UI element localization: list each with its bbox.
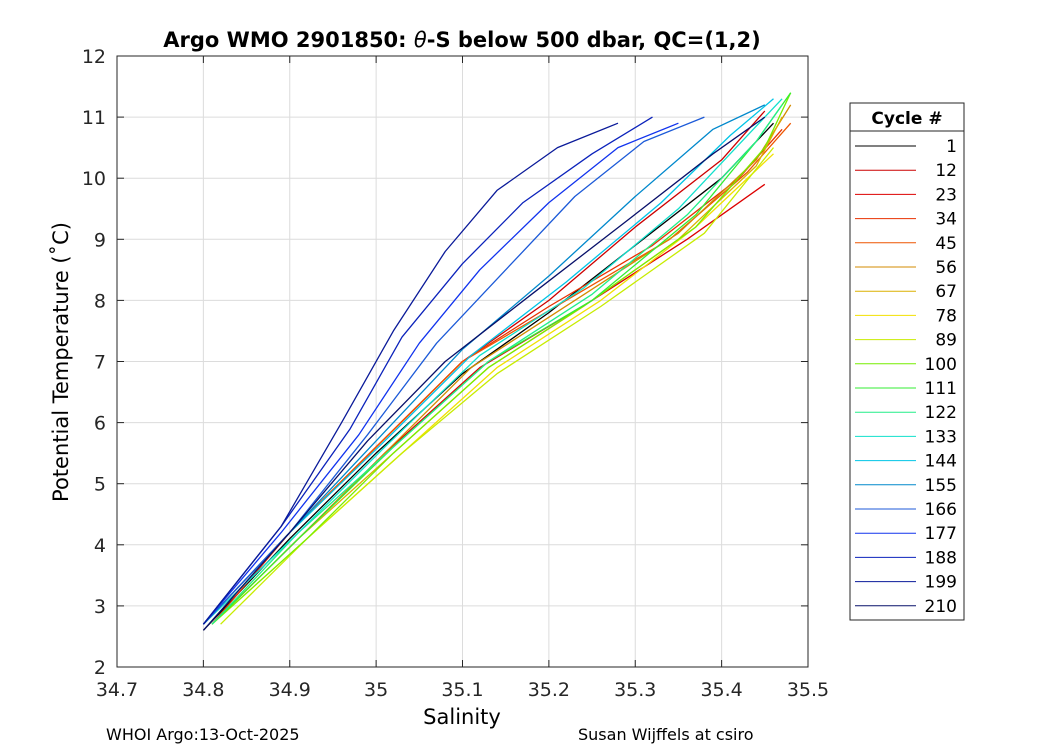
series-line-cycle-100 [211,92,792,625]
series-line-cycle-177 [202,122,679,625]
y-tick-label: 6 [94,413,106,435]
x-tick-label: 34.7 [96,679,138,701]
legend-box [849,102,965,621]
grid [116,55,809,668]
series-line-cycle-122 [211,104,783,625]
legend-label-cycle-12: 12 [935,161,957,181]
legend-label-cycle-144: 144 [925,452,957,472]
legend-label-cycle-67: 67 [935,282,957,302]
y-tick-label: 2 [94,657,106,679]
legend-label-cycle-111: 111 [925,379,957,399]
legend-label-cycle-166: 166 [925,500,957,520]
legend-label-cycle-45: 45 [935,234,957,254]
legend-label-cycle-155: 155 [925,476,957,496]
series-line-cycle-166 [202,116,705,625]
y-tick-labels: 2 3 4 5 6 7 8 9 10 11 12 [82,46,106,679]
chart-title: Argo WMO 2901850: θ-S below 500 dbar, QC… [163,28,760,52]
x-tick-label: 35.1 [441,679,483,701]
y-tick-label: 7 [94,352,106,374]
legend-label-cycle-177: 177 [925,524,957,544]
y-tick-label: 11 [82,107,106,129]
axis-ticks [116,55,809,668]
y-tick-label: 9 [94,229,106,251]
series-line-cycle-210 [202,116,766,631]
series-line-cycle-133 [202,98,783,625]
y-tick-label: 3 [94,596,106,618]
legend-label-cycle-23: 23 [935,185,957,205]
legend-label-cycle-100: 100 [925,355,957,375]
chart-title-theta-symbol: θ [414,28,427,52]
legend-label-cycle-78: 78 [935,306,957,326]
legend-label-cycle-1: 1 [946,137,957,157]
legend-title: Cycle # [871,109,942,129]
y-tick-label: 4 [94,535,106,557]
legend-entries: 1 12 23 34 45 56 67 78 89 100 111 122 133 144 155 166 17… [855,137,957,617]
chart-title-prefix: Argo WMO 2901850: [163,28,414,52]
series-line-cycle-188 [202,116,653,625]
series-line-cycle-144 [202,98,774,625]
y-tick-label: 10 [82,168,106,190]
x-tick-labels: 34.7 34.8 34.9 35 35.1 35.2 35.3 35.4 35.5 [96,679,829,701]
x-tick-label: 35.3 [614,679,656,701]
x-tick-label: 34.9 [269,679,311,701]
chart-title-suffix: -S below 500 dbar, QC=(1,2) [427,28,761,52]
footer-left-note: WHOI Argo:13-Oct-2025 [106,725,300,744]
x-tick-label: 35.4 [700,679,742,701]
x-tick-label: 35 [364,679,388,701]
legend-label-cycle-34: 34 [935,210,957,230]
legend-label-cycle-56: 56 [935,258,957,278]
series-line-cycle-111 [211,92,792,625]
y-tick-label: 8 [94,290,106,312]
legend: Cycle # 1 12 23 34 45 56 67 78 89 100 111 122 133 144… [849,102,965,621]
series-line-cycle-155 [202,104,766,625]
legend-label-cycle-199: 199 [925,573,957,593]
series-line-cycle-1 [202,122,774,631]
legend-label-cycle-188: 188 [925,548,957,568]
legend-label-cycle-210: 210 [925,597,957,617]
x-tick-label: 35.2 [528,679,570,701]
legend-label-cycle-89: 89 [935,331,957,351]
legend-label-cycle-122: 122 [925,403,957,423]
x-tick-label: 35.5 [787,679,829,701]
footer-right-note: Susan Wijffels at csiro [578,725,754,744]
y-tick-label: 5 [94,474,106,496]
series-lines [202,92,792,631]
y-axis-label: Potential Temperature (˚C) [49,222,73,502]
legend-label-cycle-133: 133 [925,427,957,447]
x-tick-label: 34.8 [182,679,224,701]
y-tick-label: 12 [82,46,106,68]
x-axis-label: Salinity [423,705,501,729]
series-line-cycle-199 [202,122,619,625]
